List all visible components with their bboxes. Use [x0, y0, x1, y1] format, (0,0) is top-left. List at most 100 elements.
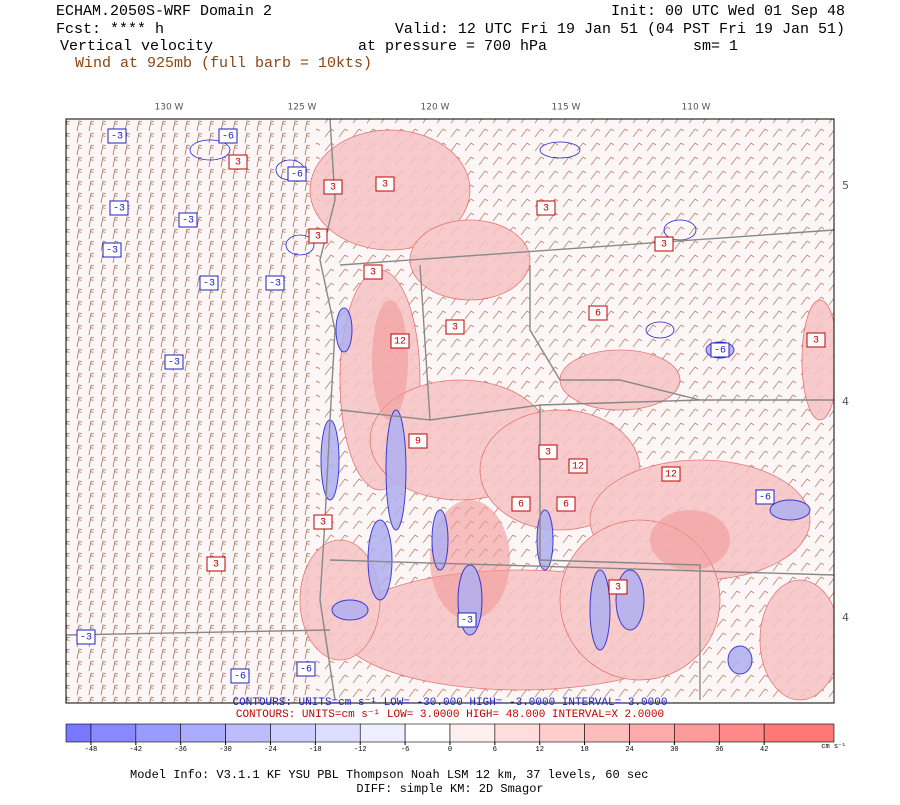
contour-label: -3	[109, 200, 129, 216]
colorbar-tick-label: 0	[448, 746, 452, 754]
contour-label: 9	[408, 433, 428, 449]
contour-label: -6	[296, 661, 316, 677]
contour-label-box	[588, 305, 608, 321]
contour-label-box	[375, 176, 395, 192]
contour-label-box	[556, 496, 576, 512]
contour-label: -3	[102, 242, 122, 258]
contour-label-text: -3	[182, 216, 194, 227]
contour-label: -3	[178, 212, 198, 228]
contour-label-text: 12	[572, 462, 584, 473]
contour-label-box	[178, 212, 198, 228]
colorbar-box	[315, 723, 361, 743]
contour-label: 3	[323, 179, 343, 195]
contour-label: -6	[287, 166, 307, 182]
map-labels: 130 W 125 W 120 W 115 W 110 W 5 4 4 -3 -6 3 -6 3 3 -3 -…	[76, 103, 849, 684]
contour-label: -3	[107, 128, 127, 144]
colorbar-tick-label: -30	[219, 746, 232, 754]
colorbar-box	[539, 723, 585, 743]
lat-label: 5	[842, 179, 849, 192]
contour-label-box	[511, 496, 531, 512]
contour-label-text: 3	[315, 232, 321, 243]
colorbar-box	[494, 723, 541, 743]
contour-label-box	[76, 629, 96, 645]
colorbar-tick-label: -36	[174, 746, 187, 754]
colorbar-tick-label: 36	[715, 746, 723, 754]
contour-label-text: -6	[234, 672, 246, 683]
contour-label: -3	[265, 275, 285, 291]
contour-label-box	[755, 489, 775, 505]
contour-label-text: 3	[320, 518, 326, 529]
contour-label: 3	[445, 319, 465, 335]
contour-label-box	[308, 228, 328, 244]
contour-label: 12	[568, 458, 588, 474]
colorbar-tick-label: 30	[670, 746, 678, 754]
contour-label-box	[199, 275, 219, 291]
contour-label-text: 3	[661, 240, 667, 251]
contour-negative: CONTOURS: UNITS=cm s⁻¹ LOW= -30.000 HIGH…	[233, 697, 668, 709]
contour-label: 6	[511, 496, 531, 512]
colorbar-tick-label: 42	[760, 746, 768, 754]
contour-label-box	[218, 128, 238, 144]
contour-label: -6	[218, 128, 238, 144]
colorbar-box	[180, 723, 226, 743]
contour-label: 3	[654, 236, 674, 252]
contour-label: 3	[313, 514, 333, 530]
contour-label-text: -3	[203, 279, 215, 290]
colorbar: -48 -42 -36 -30 -24 -18 -12 -6 0 6 12 18 24 30 36 42	[65, 723, 835, 754]
contour-label: 12	[661, 466, 681, 482]
lat-label: 4	[842, 395, 849, 408]
contour-label-box	[806, 332, 826, 348]
contour-label: 3	[536, 200, 556, 216]
contour-label: 6	[556, 496, 576, 512]
contour-label: -3	[76, 629, 96, 645]
contour-label-box	[296, 661, 316, 677]
contour-label-text: 12	[394, 337, 406, 348]
contour-label-text: 3	[370, 268, 376, 279]
contour-label-text: -3	[269, 279, 281, 290]
wind-note: Wind at 925mb (full barb = 10kts)	[75, 55, 372, 72]
colorbar-tick-label: -48	[85, 746, 98, 754]
contour-label-box	[265, 275, 285, 291]
contour-positive: CONTOURS: UNITS=cm s⁻¹ LOW= 3.0000 HIGH=…	[236, 709, 664, 721]
lon-label: 130 W	[155, 103, 184, 113]
contour-label-box	[408, 433, 428, 449]
contour-label-text: 3	[545, 448, 551, 459]
contour-label-box	[710, 342, 730, 358]
contour-label-text: 3	[382, 180, 388, 191]
contour-label: 3	[806, 332, 826, 348]
smoothing: sm= 1	[693, 38, 738, 55]
lat-label: 4	[842, 611, 849, 624]
contour-label-text: 3	[235, 158, 241, 169]
lon-label: 120 W	[421, 103, 450, 113]
contour-label-text: -3	[111, 132, 123, 143]
colorbar-box	[225, 723, 271, 743]
contour-label-box	[206, 556, 226, 572]
contour-label: -3	[199, 275, 219, 291]
contour-label-text: 6	[518, 500, 524, 511]
contour-label: -6	[230, 668, 250, 684]
field: Vertical velocity	[60, 38, 213, 55]
colorbar-box	[718, 723, 765, 743]
contour-label-box	[313, 514, 333, 530]
title: ECHAM.2050S-WRF Domain 2	[56, 3, 272, 20]
contour-label-box	[107, 128, 127, 144]
contour-label: -6	[710, 342, 730, 358]
colorbar-tick-label: 18	[580, 746, 588, 754]
contour-label-text: 9	[415, 437, 421, 448]
valid-time: Valid: 12 UTC Fri 19 Jan 51 (04 PST Fri …	[395, 21, 845, 38]
contour-label-text: -6	[300, 665, 312, 676]
colorbar-tick-label: 6	[493, 746, 497, 754]
contour-label-box	[164, 354, 184, 370]
colorbar-tick-label: -6	[401, 746, 409, 754]
contour-label-text: 3	[813, 336, 819, 347]
contour-label: 6	[588, 305, 608, 321]
map-frame	[65, 118, 835, 704]
forecast: Fcst: **** h	[56, 21, 164, 38]
colorbar-box	[584, 723, 630, 743]
colorbar-tick-label: -42	[130, 746, 143, 754]
model-info: Model Info: V3.1.1 KF YSU PBL Thompson N…	[130, 768, 648, 782]
contour-label-text: -3	[113, 204, 125, 215]
colorbar-box	[135, 723, 182, 743]
contour-label-text: 6	[563, 500, 569, 511]
